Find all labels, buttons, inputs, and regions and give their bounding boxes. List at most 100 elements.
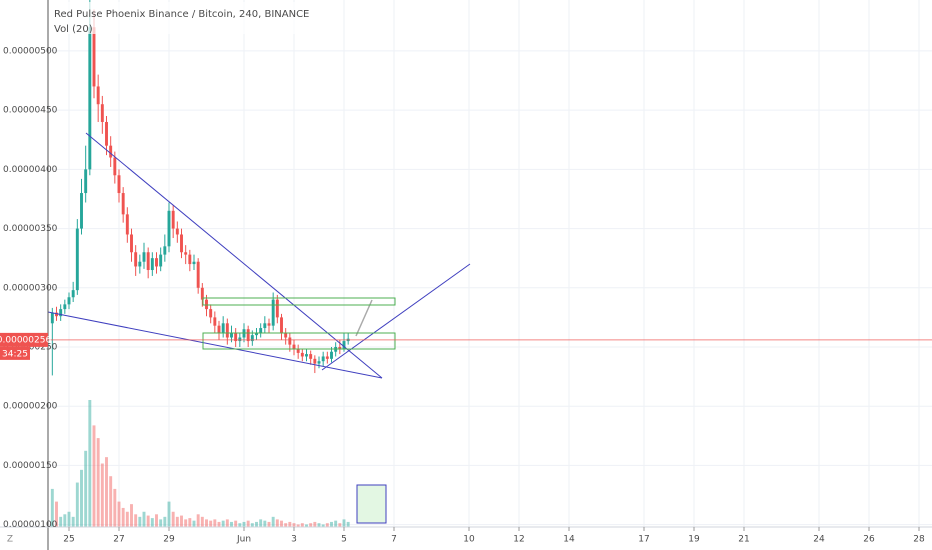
candle-body (113, 157, 117, 176)
volume-bar (163, 516, 167, 527)
candle-body (275, 299, 279, 318)
countdown-box (0, 346, 30, 360)
candle-body (221, 323, 225, 333)
x-tick-label: 28 (913, 535, 925, 545)
volume-bar (225, 519, 229, 527)
candle-body (121, 193, 125, 215)
candle-body (138, 261, 142, 267)
volume-bar (188, 518, 192, 527)
volume-bar (292, 523, 296, 527)
candle-body (338, 346, 342, 350)
candle-body (163, 246, 167, 255)
candle-body (192, 261, 196, 265)
candle-body (75, 228, 79, 291)
y-tick-label: 0.00000200 (3, 402, 58, 412)
candle-body (267, 323, 271, 326)
trend-line (85, 132, 383, 379)
candle-body (175, 228, 179, 235)
candle-body (50, 312, 54, 324)
x-tick-label: 27 (113, 535, 124, 545)
volume-bar (221, 520, 225, 527)
candle-body (234, 332, 238, 342)
candle-body (325, 356, 329, 359)
volume-bar (92, 425, 96, 527)
volume-bar (200, 516, 204, 527)
volume-bar (109, 476, 113, 527)
volume-bar (63, 514, 67, 527)
countdown: 34:25 (2, 349, 28, 359)
candle-body (225, 323, 229, 338)
candle-body (213, 317, 217, 326)
candle-body (188, 254, 192, 265)
y-tick-label: 0.00000400 (3, 165, 58, 175)
volume-bar (267, 521, 271, 527)
candle-body (263, 323, 267, 329)
candle-body (59, 309, 63, 317)
volume-bar (321, 524, 325, 527)
x-tick-label: 12 (513, 535, 524, 545)
zone-box (202, 297, 396, 306)
candle-body (209, 309, 213, 318)
candle-body (142, 252, 146, 262)
x-tick-label: 5 (341, 535, 347, 545)
volume-bar (125, 511, 129, 527)
volume-bar (234, 520, 238, 527)
volume-layer (50, 400, 350, 527)
candle-body (246, 329, 250, 342)
volume-bar (96, 438, 100, 527)
candle-body (92, 27, 96, 87)
legend-bg (50, 2, 310, 34)
volume-bar (275, 519, 279, 527)
candle-body (150, 258, 154, 271)
volume-bar (305, 524, 308, 527)
candle-body (255, 332, 258, 336)
candle-body (250, 335, 254, 342)
volume-bar (242, 521, 246, 527)
candle-body (109, 145, 113, 158)
volume-bar (146, 515, 150, 527)
volume-bar (238, 523, 242, 527)
candle-body (196, 261, 200, 288)
zone-box (202, 332, 396, 350)
volume-bar (205, 519, 208, 527)
volume-bar (255, 521, 258, 527)
volume-bar (150, 518, 154, 527)
candle-body (67, 297, 71, 305)
chart-title: Red Pulse Phoenix Binance / Bitcoin, 240… (54, 9, 309, 20)
x-tick-label: 24 (813, 535, 825, 545)
x-tick-label: 25 (63, 535, 74, 545)
volume-bar (171, 511, 175, 527)
volume-bar (288, 521, 292, 527)
candle-body (271, 299, 275, 326)
volume-bar (313, 521, 317, 527)
candle-body (280, 317, 283, 333)
zoom-icon[interactable]: Z (7, 535, 13, 545)
volume-bar (175, 516, 179, 527)
volume-bar (134, 514, 138, 527)
y-tick-label: 0.00000500 (3, 46, 58, 56)
x-tick-label: 14 (563, 535, 575, 545)
volume-bar (309, 523, 313, 527)
x-tick-label: 17 (638, 535, 649, 545)
candle-body (342, 341, 346, 350)
volume-bar (338, 523, 342, 527)
volume-bar (80, 469, 83, 527)
drawings (47, 132, 471, 524)
volume-bar (50, 488, 54, 527)
candle-body (180, 234, 183, 253)
volume-bar (67, 511, 71, 527)
volume-bar (113, 488, 117, 527)
volume-bar (330, 521, 333, 527)
volume-bar (325, 523, 329, 527)
volume-bar (130, 504, 133, 527)
volume-bar (300, 523, 304, 527)
candle-body (200, 287, 204, 300)
candle-body (217, 325, 221, 333)
volume-bar (184, 519, 188, 527)
volume-bar (105, 457, 108, 527)
projection-line (355, 299, 373, 337)
volume-bar (55, 501, 58, 527)
candle-body (146, 252, 150, 271)
candle-body (305, 354, 308, 357)
volume-bar (117, 501, 121, 527)
